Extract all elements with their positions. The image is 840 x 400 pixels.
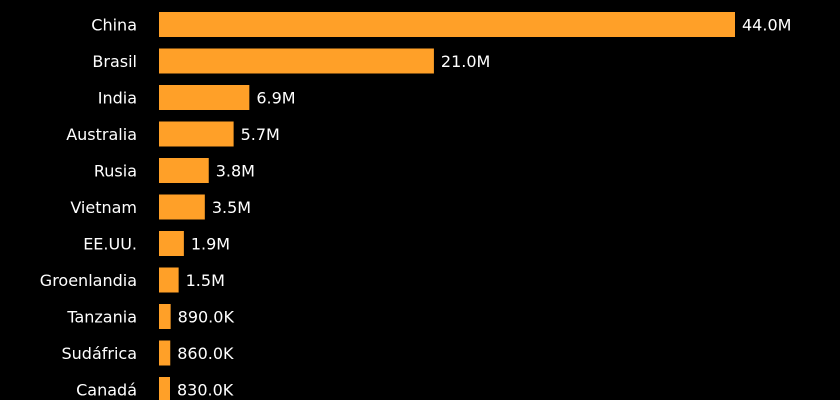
- bar-ee-uu: [159, 231, 184, 256]
- bar-canada: [159, 377, 170, 400]
- value-label-canada: 830.0K: [177, 381, 234, 400]
- category-label-tanzania: Tanzania: [66, 308, 137, 327]
- category-label-india: India: [98, 89, 137, 108]
- bar-india: [159, 85, 250, 110]
- category-label-canada: Canadá: [76, 381, 137, 400]
- bar-vietnam: [159, 194, 205, 220]
- bar-sudafrica: [159, 340, 171, 366]
- value-label-rusia: 3.8M: [216, 162, 255, 181]
- bar-china: [159, 12, 735, 37]
- value-label-sudafrica: 860.0K: [177, 344, 234, 363]
- bar-tanzania: [159, 304, 171, 329]
- category-label-brasil: Brasil: [92, 52, 137, 71]
- value-label-vietnam: 3.5M: [212, 198, 251, 217]
- value-label-australia: 5.7M: [241, 125, 280, 144]
- category-label-rusia: Rusia: [94, 162, 137, 181]
- category-label-australia: Australia: [66, 125, 137, 144]
- value-label-brasil: 21.0M: [441, 52, 490, 71]
- bar-brasil: [159, 48, 434, 74]
- bar-rusia: [159, 158, 209, 183]
- value-label-groenlandia: 1.5M: [186, 271, 225, 290]
- value-label-ee-uu: 1.9M: [191, 235, 230, 254]
- value-label-india: 6.9M: [256, 89, 295, 108]
- category-label-groenlandia: Groenlandia: [40, 271, 137, 290]
- value-labels-group: 44.0M 21.0M 6.9M 5.7M 3.8M 3.5M 1.9M 1.5M 890.0K…: [177, 16, 791, 400]
- bar-australia: [159, 121, 234, 147]
- value-label-tanzania: 890.0K: [178, 308, 235, 327]
- bar-groenlandia: [159, 267, 179, 293]
- bars-group: [159, 12, 735, 400]
- value-label-china: 44.0M: [742, 16, 791, 35]
- category-label-sudafrica: Sudáfrica: [61, 344, 137, 363]
- category-label-ee-uu: EE.UU.: [83, 235, 137, 254]
- category-label-china: China: [91, 16, 137, 35]
- category-labels-group: China Brasil India Australia Rusia Vietnam EE.…: [40, 16, 137, 400]
- category-label-vietnam: Vietnam: [70, 198, 137, 217]
